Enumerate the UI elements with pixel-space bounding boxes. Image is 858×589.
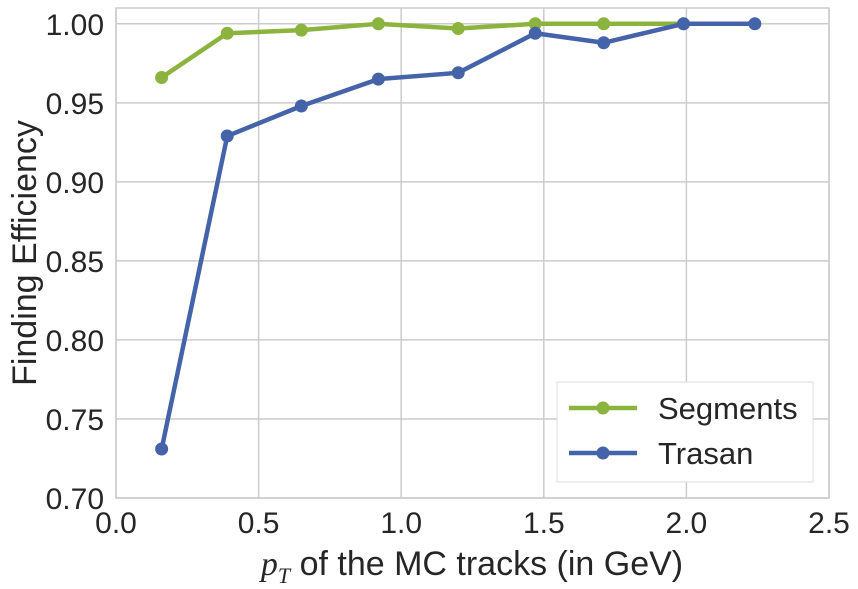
x-axis-label-text: of the MC tracks (in GeV): [290, 545, 683, 583]
legend-marker-trasan: [596, 446, 610, 460]
data-point-trasan: [220, 129, 234, 143]
x-tick-label: 2.5: [808, 507, 850, 540]
x-axis-label: pT of the MC tracks (in GeV): [259, 545, 683, 588]
x-axis-label-math: p: [259, 546, 278, 583]
y-tick-label: 0.75: [46, 404, 104, 437]
legend-box: [556, 381, 814, 483]
y-tick-label: 1.00: [46, 9, 104, 42]
data-point-trasan: [528, 26, 542, 40]
x-axis-label-subscript: T: [278, 563, 292, 588]
data-point-trasan: [451, 66, 465, 80]
data-point-trasan: [155, 442, 169, 456]
series-group: [155, 17, 762, 456]
y-tick-labels: 0.70 0.75 0.80 0.85 0.90 0.95 1.00: [46, 9, 104, 516]
x-tick-label: 0.0: [95, 507, 137, 540]
legend: Segments Trasan: [556, 381, 814, 483]
y-tick-label: 0.70: [46, 483, 104, 516]
x-tick-label: 1.0: [380, 507, 422, 540]
legend-label-segments: Segments: [658, 391, 798, 426]
x-tick-label: 0.5: [238, 507, 280, 540]
data-point-trasan: [677, 17, 691, 31]
legend-label-trasan: Trasan: [658, 436, 753, 471]
data-point-trasan: [597, 36, 611, 50]
data-point-segments: [597, 17, 611, 31]
y-tick-label: 0.95: [46, 88, 104, 121]
series-line-segments: [159, 21, 686, 80]
x-tick-labels: 0.0 0.5 1.0 1.5 2.0 2.5: [95, 507, 850, 540]
data-point-segments: [220, 26, 234, 40]
data-point-segments: [371, 17, 385, 31]
data-point-segments: [451, 22, 465, 36]
y-axis-label: Finding Efficiency: [6, 120, 44, 386]
data-point-segments: [294, 23, 308, 37]
data-point-trasan: [748, 17, 762, 31]
y-tick-label: 0.85: [46, 246, 104, 279]
data-point-trasan: [371, 72, 385, 86]
y-tick-label: 0.80: [46, 325, 104, 358]
plot-area-frame: [115, 7, 830, 499]
x-tick-label: 2.0: [666, 507, 708, 540]
data-point-trasan: [294, 99, 308, 113]
x-tick-label: 1.5: [523, 507, 565, 540]
data-point-segments: [528, 17, 542, 31]
legend-marker-segments: [596, 401, 610, 415]
data-point-segments: [155, 71, 169, 85]
y-tick-label: 0.90: [46, 167, 104, 200]
